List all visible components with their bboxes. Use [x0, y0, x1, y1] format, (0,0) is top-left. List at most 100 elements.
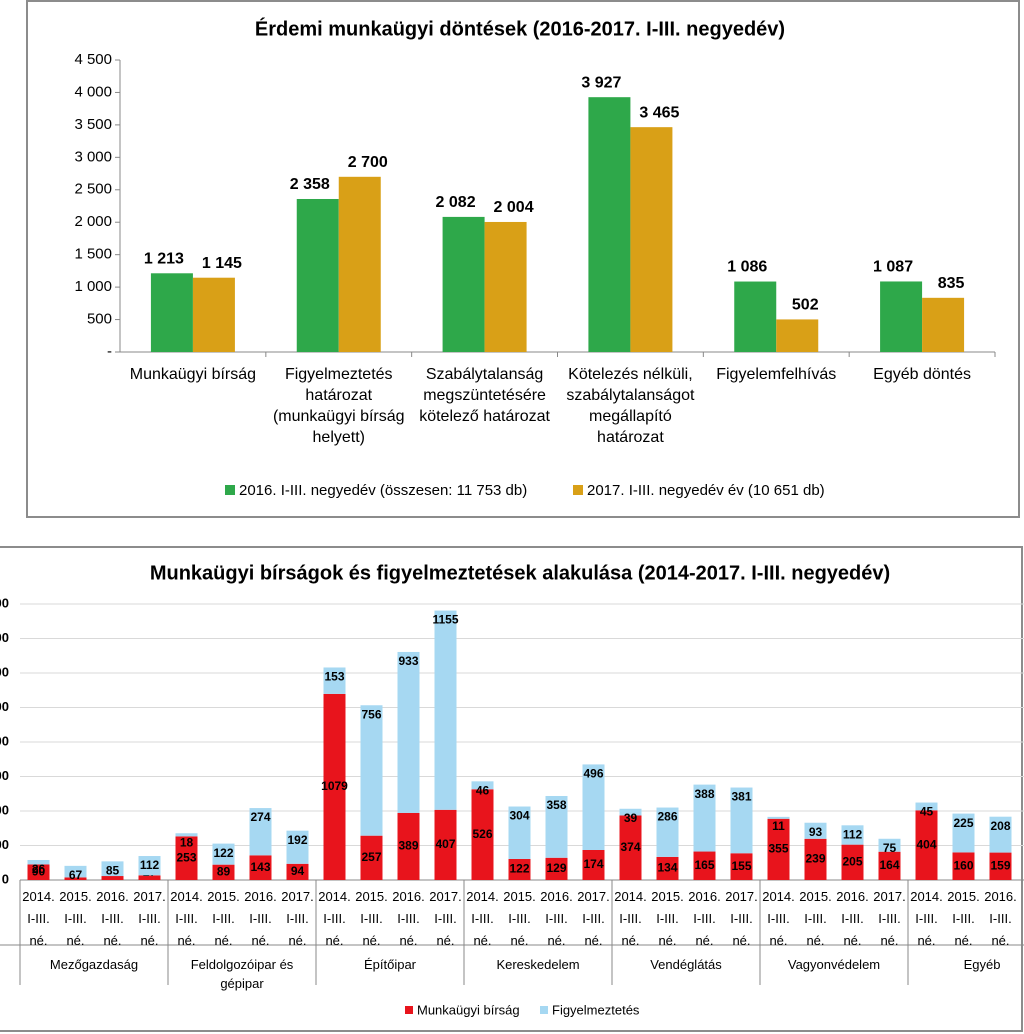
y-tick-label: 1600 [0, 595, 9, 610]
bar-segment [915, 810, 938, 880]
value-label: 3 465 [639, 104, 679, 121]
bar-segment [952, 813, 975, 853]
x-tick-label: 2015. I-III. né. [651, 889, 684, 948]
value-label: 2 082 [436, 194, 476, 211]
value-label: 89 [217, 864, 231, 878]
x-tick-label: 2017. I-III. né. [281, 889, 314, 948]
bar-segment [323, 693, 346, 880]
bar-segment [693, 784, 716, 852]
y-tick-label: 4 500 [74, 51, 112, 68]
bar-segment [397, 651, 420, 813]
value-label: 94 [291, 864, 305, 878]
chart-frame [26, 0, 1020, 518]
y-tick-label: 2 000 [74, 213, 112, 230]
x-tick-label: 2014. I-III. né. [466, 889, 499, 948]
bar-segment [397, 812, 420, 880]
bar-segment [989, 852, 1012, 880]
bar-segment [619, 815, 642, 880]
group-label: Egyéb [963, 957, 1001, 972]
value-label: 404 [916, 837, 936, 851]
value-label: 381 [731, 790, 751, 804]
bar-segment [730, 853, 753, 880]
bar-segment [101, 861, 124, 877]
value-label: 1 087 [873, 259, 913, 276]
bar [192, 277, 235, 352]
y-tick-label: 200 [0, 837, 9, 852]
bar-segment [915, 802, 938, 811]
value-label: 122 [213, 846, 233, 860]
value-label: 933 [398, 654, 418, 668]
bar-segment [138, 856, 161, 876]
group-label: Építőipar [363, 957, 417, 972]
x-tick-label: 2016. I-III. né. [392, 889, 425, 948]
bar [734, 281, 777, 352]
bar-segment [249, 808, 272, 856]
value-label: 3 927 [581, 74, 621, 91]
bar-segment [767, 816, 790, 819]
bar [338, 176, 381, 352]
group-label: Feldolgozóipar és gépipar [190, 957, 294, 991]
y-tick-label: 3 000 [74, 148, 112, 165]
value-label: 253 [176, 850, 196, 864]
y-tick-label: 1 000 [74, 278, 112, 295]
bar-segment [360, 705, 383, 836]
value-label: 2 358 [290, 176, 330, 193]
value-label: 286 [657, 810, 677, 824]
value-label: 93 [809, 825, 823, 839]
value-label: 1 086 [727, 259, 767, 276]
chart-title: Munkaügyi bírságok és figyelmeztetések a… [150, 562, 890, 584]
y-tick-label: - [107, 343, 112, 360]
value-label: 67 [69, 868, 83, 882]
value-label: 75 [883, 841, 897, 855]
value-label: 112 [843, 827, 863, 841]
value-label: 257 [361, 850, 381, 864]
y-tick-label: 0 [2, 871, 9, 886]
x-tick-label: Kötelezés nélküli, szabálytalanságot meg… [566, 366, 695, 446]
bar-segment [508, 806, 531, 859]
y-tick-label: 1 500 [74, 246, 112, 263]
x-tick-label: 2017. I-III. né. [133, 889, 166, 948]
bar-segment [138, 875, 161, 880]
bar-segment [212, 864, 235, 880]
bar-segment [582, 764, 605, 850]
bar-segment [286, 863, 309, 880]
group-label: Vagyonvédelem [787, 957, 881, 972]
x-tick-label: Figyelemfelhívás [716, 366, 837, 383]
bar-segment [841, 844, 864, 880]
value-label: 1 213 [144, 251, 184, 268]
x-tick-label: Egyéb döntés [873, 366, 971, 383]
bar-segment [508, 858, 531, 880]
bar-segment [804, 838, 827, 880]
x-tick-label: 2015. I-III. né. [207, 889, 240, 948]
legend-label: 2016. I-III. negyedév (összesen: 11 753 … [239, 482, 527, 499]
x-tick-label: 2016. I-III. né. [96, 889, 129, 948]
group-label: Kereskedelem [496, 957, 580, 972]
x-tick-label: 2016. I-III. né. [540, 889, 573, 948]
bar-segment [878, 838, 901, 852]
value-label: 122 [509, 862, 529, 876]
x-tick-label: 2016. I-III. né. [984, 889, 1017, 948]
y-tick-label: 2 500 [74, 181, 112, 198]
value-label: 304 [509, 809, 529, 823]
x-tick-label: 2014. I-III. né. [614, 889, 647, 948]
bar-segment [323, 667, 346, 694]
bar [484, 221, 527, 352]
bar-segment [952, 852, 975, 880]
x-tick-label: 2017. I-III. né. [577, 889, 610, 948]
x-tick-label: 2014. I-III. né. [910, 889, 943, 948]
x-tick-label: Figyelmeztetés határozat (munkaügyi bírs… [272, 366, 405, 446]
y-tick-label: 600 [0, 768, 9, 783]
legend-swatch [573, 485, 583, 495]
value-label: 407 [435, 837, 455, 851]
y-tick-label: 1200 [0, 664, 9, 679]
bar [150, 273, 193, 352]
x-tick-label: 2014. I-III. né. [170, 889, 203, 948]
bar-segment [249, 855, 272, 880]
group-label: Mezőgazdaság [49, 957, 139, 972]
value-label: 1155 [432, 613, 458, 627]
bar [630, 127, 673, 352]
legend-swatch [540, 1006, 548, 1014]
value-label: 205 [842, 854, 862, 868]
bar-segment [175, 833, 198, 837]
bar-segment [693, 851, 716, 880]
